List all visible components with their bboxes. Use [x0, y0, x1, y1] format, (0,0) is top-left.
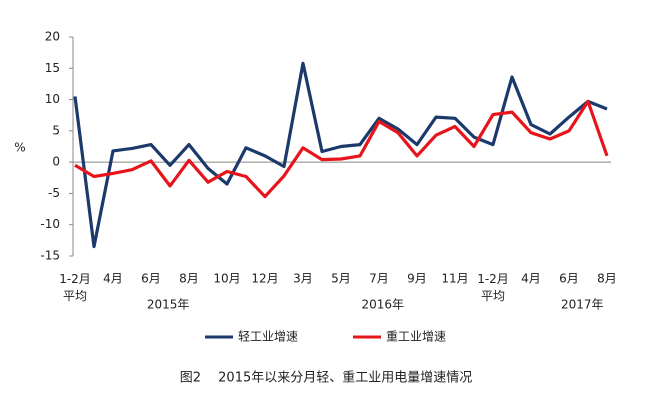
caption: 图2 2015年以来分月轻、重工业用电量增速情况	[180, 370, 473, 386]
y-tick-label: 5	[52, 123, 60, 137]
y-tick-label: 15	[45, 61, 60, 75]
x-tick-label: 10月	[213, 272, 240, 286]
x-tick-label: 3月	[293, 272, 313, 286]
x-tick-label: 9月	[407, 272, 427, 286]
y-tick-label: -5	[48, 186, 60, 200]
y-tick-label: -15	[40, 249, 60, 263]
data-line	[74, 99, 609, 199]
legend-label: 重工业增速	[386, 330, 446, 344]
x-tick-label: 6月	[559, 272, 579, 286]
x-tick-label: 7月	[369, 272, 389, 286]
y-tick-label: 0	[52, 155, 60, 169]
x-tick-label: 11月	[441, 272, 468, 286]
x-tick-label: 12月	[251, 272, 278, 286]
x-tick-label: 1-2月平均	[59, 272, 91, 303]
data-line	[73, 61, 608, 249]
y-tick-label: 20	[45, 30, 60, 44]
x-tick-label: 8月	[179, 272, 199, 286]
y-axis-label: %	[14, 141, 25, 155]
x-tick-label: 8月	[597, 272, 617, 286]
x-tick-label: 6月	[141, 272, 161, 286]
x-tick-label: 4月	[103, 272, 123, 286]
y-tick-label: -10	[40, 217, 60, 231]
year-label: 2016年	[362, 298, 405, 312]
legend-label: 轻工业增速	[238, 330, 298, 344]
y-tick-label: 10	[45, 92, 60, 106]
x-tick-label: 5月	[331, 272, 351, 286]
x-tick-label: 4月	[521, 272, 541, 286]
year-label: 2017年	[561, 298, 604, 312]
year-label: 2015年	[147, 298, 190, 312]
x-tick-label: 1-2月平均	[477, 272, 509, 303]
